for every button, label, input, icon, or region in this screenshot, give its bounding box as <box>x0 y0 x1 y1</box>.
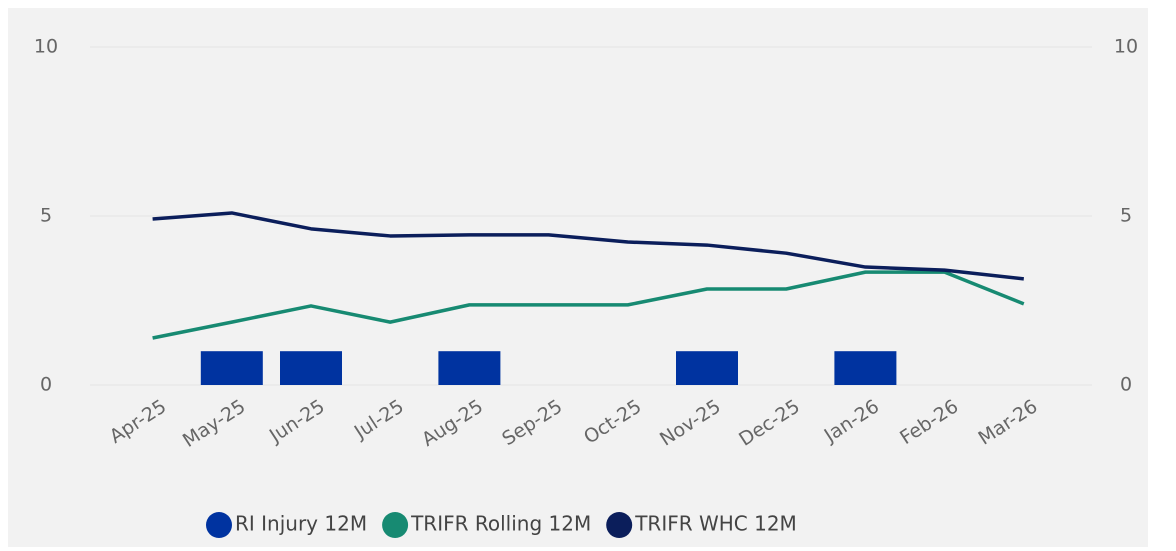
y-tick-label: 5 <box>40 205 52 227</box>
bar <box>676 351 738 385</box>
y-tick-label: 0 <box>40 374 52 396</box>
legend-marker <box>382 512 409 538</box>
y-tick-label: 10 <box>34 36 58 58</box>
bar <box>280 351 342 385</box>
legend: RI Injury 12M TRIFR Rolling 12M TRIFR WHC … <box>206 512 797 538</box>
legend-label: TRIFR Rolling 12M <box>410 512 591 536</box>
bar <box>200 351 263 385</box>
line <box>152 211 1024 281</box>
legend-label: TRIFR WHC 12M <box>634 512 797 536</box>
legend-marker <box>206 512 232 538</box>
legend-marker <box>606 512 633 538</box>
y2-tick-label: 0 <box>1120 374 1132 396</box>
line <box>152 270 1025 340</box>
y2-tick-label: 10 <box>1114 36 1138 58</box>
bar <box>834 351 897 385</box>
legend-label: RI Injury 12M <box>235 512 367 536</box>
chart-background <box>8 8 1148 547</box>
bar <box>438 351 501 385</box>
y2-tick-label: 5 <box>1120 205 1132 227</box>
